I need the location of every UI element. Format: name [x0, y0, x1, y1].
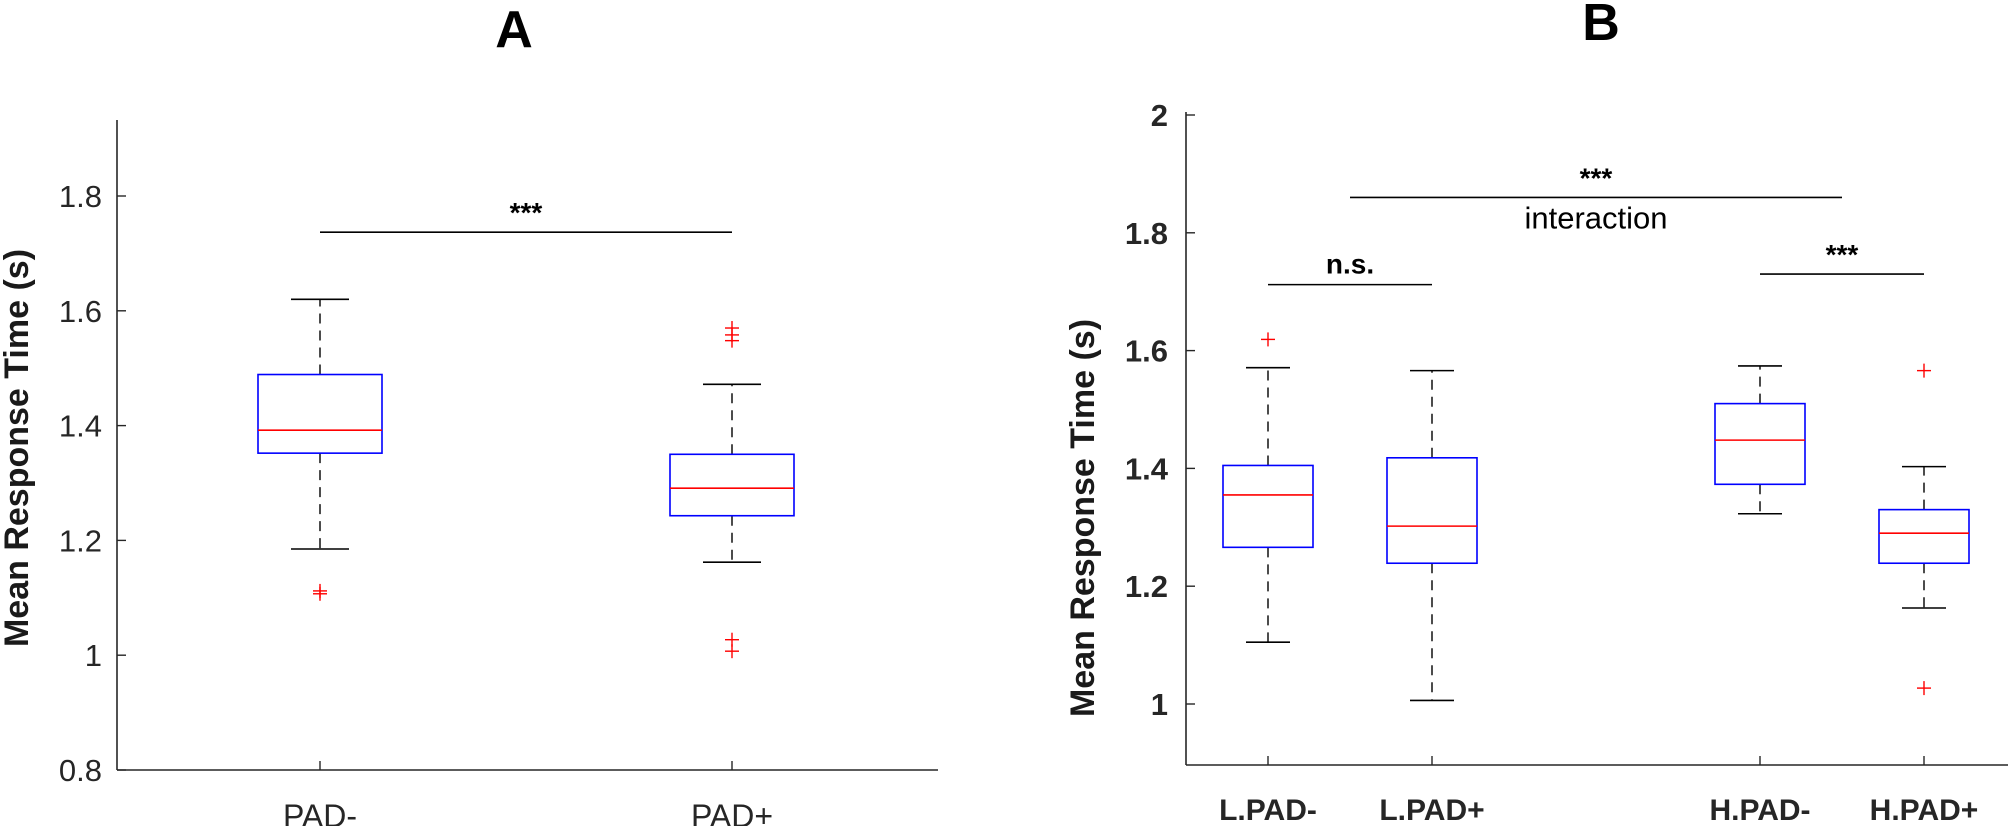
panel-b-category-label: L.PAD+ [1379, 794, 1484, 826]
panel-a-y-tick-label: 1 [85, 638, 102, 673]
panel-a-box [669, 453, 795, 517]
panel-a-category-label: PAD+ [691, 798, 773, 826]
panel-a-outlier-point [725, 321, 739, 336]
panel-b-outlier-point [1917, 363, 1931, 378]
panel-a-box [257, 373, 383, 454]
panel-b-box [1386, 456, 1478, 565]
panel-b-y-axis-label: Mean Response Time (s) [1064, 319, 1102, 717]
panel-b: B Mean Response Time (s) 1 1.2 1.4 1.6 1.8 2 L… [1064, 0, 2008, 826]
panel-b-y-tick-label: 1.4 [1125, 451, 1169, 486]
panel-a-significance-label: *** [510, 197, 543, 228]
panel-a-y-tick-label: 0.8 [59, 753, 102, 788]
panel-b-outlier-point [1261, 332, 1275, 347]
panel-b-interaction-label: interaction [1524, 200, 1667, 235]
panel-b-significance-label: *** [1826, 239, 1859, 270]
panel-b-y-tick-label: 1 [1151, 687, 1168, 722]
panel-a-outlier-point [313, 583, 327, 598]
panel-b-category-label: H.PAD+ [1870, 794, 1979, 826]
panel-b-category-label: L.PAD- [1219, 794, 1317, 826]
panel-b-label: B [1582, 0, 1620, 52]
panel-b-significance-label: *** [1580, 162, 1613, 193]
panel-a-category-label: PAD- [283, 798, 357, 826]
panel-b-box [1878, 508, 1970, 565]
panel-a-y-tick-label: 1.6 [59, 294, 102, 329]
panel-a: A Mean Response Time (s) 0.8 1 1.2 1.4 1.6 1.… [0, 1, 938, 826]
panel-b-category-label: H.PAD- [1709, 794, 1810, 826]
panel-b-box [1714, 402, 1806, 486]
panel-b-significance-label: n.s. [1326, 249, 1374, 280]
panel-b-y-tick-label: 1.2 [1125, 569, 1168, 604]
panel-b-outlier-point [1917, 681, 1931, 696]
panel-a-y-axis-label: Mean Response Time (s) [0, 249, 36, 647]
panel-a-y-tick-label: 1.8 [59, 179, 102, 214]
panel-b-y-tick-label: 2 [1151, 98, 1168, 133]
panel-a-outlier-point [725, 632, 739, 647]
panel-b-y-tick-label: 1.8 [1125, 216, 1168, 251]
panel-b-box [1222, 464, 1314, 549]
panel-b-y-tick-label: 1.6 [1125, 334, 1168, 369]
panel-a-y-tick-label: 1.2 [59, 523, 102, 558]
panel-a-y-tick-label: 1.4 [59, 409, 102, 444]
panel-a-label: A [495, 1, 533, 59]
